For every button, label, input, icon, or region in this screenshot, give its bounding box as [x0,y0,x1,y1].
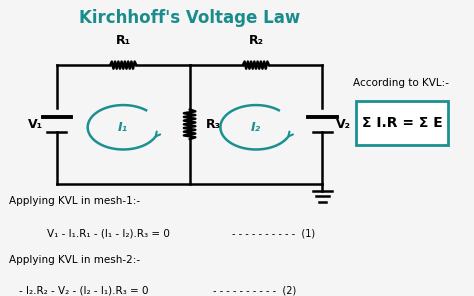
Text: - - - - - - - - - -  (2): - - - - - - - - - - (2) [213,285,297,295]
Text: R₁: R₁ [116,34,131,47]
Text: Σ I.R = Σ E: Σ I.R = Σ E [362,116,442,130]
Text: I₁: I₁ [118,121,128,134]
Text: Applying KVL in mesh-1:-: Applying KVL in mesh-1:- [9,196,141,206]
Text: - I₂.R₂ - V₂ - (I₂ - I₁).R₃ = 0: - I₂.R₂ - V₂ - (I₂ - I₁).R₃ = 0 [19,285,148,295]
Text: According to KVL:-: According to KVL:- [353,78,448,88]
Text: - - - - - - - - - -  (1): - - - - - - - - - - (1) [232,229,315,239]
FancyBboxPatch shape [356,101,448,145]
Text: V₁: V₁ [28,118,43,131]
Text: Applying KVL in mesh-2:-: Applying KVL in mesh-2:- [9,255,141,266]
Text: Kirchhoff's Voltage Law: Kirchhoff's Voltage Law [79,9,300,27]
Text: V₂: V₂ [336,118,351,131]
Text: R₂: R₂ [248,34,264,47]
Text: R₃: R₃ [206,118,221,131]
Text: I₂: I₂ [251,121,261,134]
Text: V₁ - I₁.R₁ - (I₁ - I₂).R₃ = 0: V₁ - I₁.R₁ - (I₁ - I₂).R₃ = 0 [47,229,170,239]
